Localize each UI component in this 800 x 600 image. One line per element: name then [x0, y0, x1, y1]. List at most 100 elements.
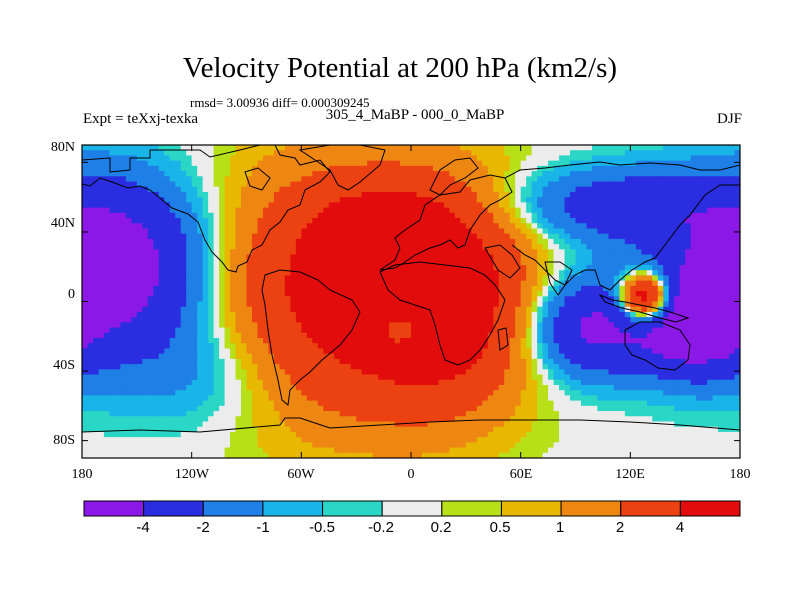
field-cell: [449, 155, 456, 162]
field-cell: [471, 270, 478, 277]
field-cell: [602, 191, 609, 198]
field-cell: [262, 223, 270, 230]
field-cell: [164, 327, 171, 334]
field-cell: [230, 322, 237, 329]
field-cell: [553, 160, 560, 167]
field-cell: [120, 254, 127, 261]
field-cell: [548, 228, 555, 235]
field-cell: [498, 311, 505, 318]
field-cell: [323, 176, 330, 183]
field-cell: [339, 348, 346, 355]
field-cell: [323, 202, 330, 209]
field-cell: [685, 223, 692, 230]
field-cell: [224, 207, 231, 214]
field-cell: [109, 353, 116, 360]
field-cell: [383, 191, 390, 198]
field-cell: [597, 249, 604, 256]
field-cell: [284, 327, 291, 334]
field-cell: [690, 145, 697, 151]
field-cell: [531, 155, 538, 162]
field-cell: [383, 301, 390, 308]
field-cell: [559, 306, 566, 313]
field-cell: [646, 212, 653, 219]
field-cell: [356, 280, 363, 287]
field-cell: [493, 218, 500, 224]
field-cell: [153, 275, 160, 282]
field-cell: [504, 218, 511, 224]
field-cell: [465, 165, 472, 172]
field-cell: [734, 264, 740, 271]
field-cell: [421, 264, 429, 271]
field-cell: [356, 301, 363, 308]
field-cell: [476, 160, 483, 167]
field-cell: [213, 186, 220, 193]
field-cell: [147, 275, 154, 282]
field-cell: [635, 233, 642, 240]
field-cell: [559, 228, 566, 235]
field-cell: [394, 176, 401, 183]
field-cell: [411, 233, 418, 240]
field-cell: [701, 233, 708, 240]
field-cell: [679, 275, 686, 282]
field-cell: [526, 332, 533, 339]
field-cell: [334, 207, 341, 214]
field-cell: [657, 275, 664, 282]
field-cell: [257, 228, 264, 235]
field-cell: [328, 233, 335, 240]
field-cell: [197, 327, 204, 334]
field-cell: [136, 218, 143, 224]
field-cell: [613, 311, 620, 318]
field-cell: [696, 165, 703, 172]
field-cell: [262, 150, 270, 157]
field-cell: [290, 291, 297, 297]
field-cell: [356, 296, 363, 303]
field-cell: [465, 317, 472, 323]
field-cell: [131, 244, 138, 250]
field-cell: [142, 191, 149, 198]
field-cell: [476, 285, 483, 292]
field-cell: [317, 343, 324, 350]
field-cell: [345, 259, 352, 266]
field-cell: [147, 181, 154, 188]
field-cell: [668, 197, 675, 203]
field-cell: [405, 358, 412, 365]
field-cell: [268, 233, 275, 240]
field-cell: [432, 254, 440, 261]
field-cell: [652, 280, 659, 287]
field-cell: [411, 238, 418, 245]
field-cell: [570, 165, 577, 172]
field-cell: [405, 223, 412, 230]
field-cell: [411, 254, 418, 261]
field-cell: [685, 218, 692, 224]
field-cell: [213, 233, 220, 240]
field-cell: [241, 296, 248, 303]
field-cell: [317, 332, 324, 339]
field-cell: [169, 223, 176, 230]
field-cell: [323, 171, 330, 177]
field-cell: [443, 317, 450, 323]
field-cell: [125, 348, 132, 355]
field-cell: [175, 218, 182, 224]
field-cell: [262, 249, 270, 256]
field-cell: [548, 306, 555, 313]
field-cell: [147, 332, 154, 339]
field-cell: [367, 264, 374, 271]
field-cell: [290, 338, 297, 344]
field-cell: [273, 212, 280, 219]
field-cell: [421, 197, 429, 203]
field-cell: [482, 301, 489, 308]
field-cell: [180, 259, 187, 266]
field-cell: [487, 186, 494, 193]
field-cell: [608, 291, 615, 297]
field-cell: [131, 254, 138, 261]
field-cell: [372, 218, 379, 224]
field-cell: [339, 254, 346, 261]
field-cell: [597, 353, 604, 360]
field-cell: [109, 285, 116, 292]
field-cell: [186, 254, 193, 261]
field-cell: [109, 160, 116, 167]
field-cell: [591, 348, 599, 355]
field-cell: [109, 176, 116, 183]
field-cell: [537, 197, 544, 203]
field-cell: [246, 165, 253, 172]
